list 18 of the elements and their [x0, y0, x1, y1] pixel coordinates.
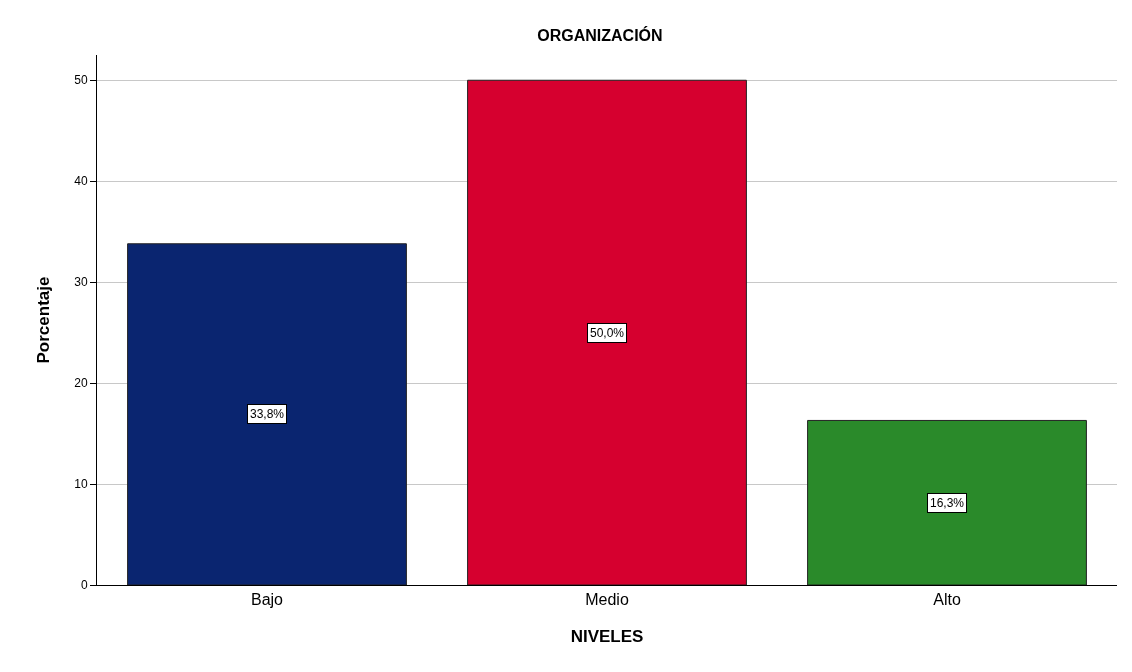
y-tick-label: 50 [74, 73, 88, 88]
y-tick-label: 0 [80, 578, 88, 593]
y-tick-label: 40 [74, 174, 88, 189]
y-tick-label: 20 [74, 376, 88, 391]
data-label: 33,8% [250, 407, 285, 421]
data-label: 50,0% [590, 326, 625, 340]
y-tick-label: 10 [74, 477, 88, 492]
y-tick-label: 30 [74, 275, 88, 290]
x-tick-label: Medio [585, 591, 629, 609]
chart-title: ORGANIZACIÓN [537, 26, 663, 45]
data-label: 16,3% [930, 496, 965, 510]
bar [127, 243, 407, 585]
x-axis-title: NIVELES [570, 626, 644, 646]
bar [467, 79, 747, 585]
x-tick-label: Bajo [250, 591, 284, 609]
x-tick-label: Alto [933, 591, 961, 609]
bar [807, 419, 1087, 585]
y-axis-title: Porcentaje [33, 276, 53, 364]
